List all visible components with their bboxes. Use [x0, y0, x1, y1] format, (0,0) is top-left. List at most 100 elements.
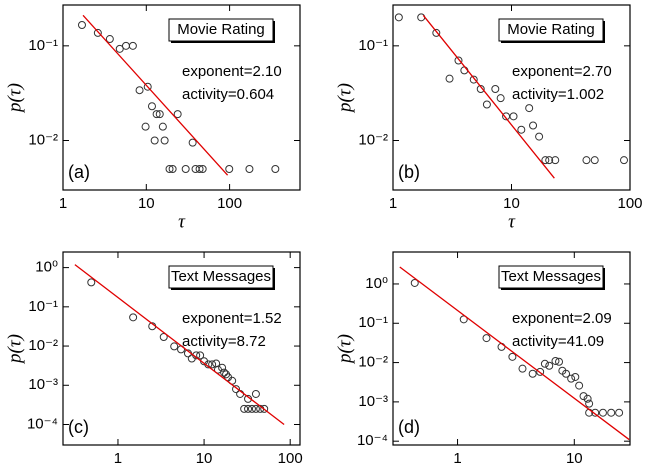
data-point — [518, 364, 527, 373]
annotation: exponent=2.10 — [182, 63, 282, 80]
annotation: activity=41.09 — [512, 333, 604, 350]
data-point — [251, 389, 260, 398]
data-point — [129, 313, 138, 322]
data-point — [567, 374, 576, 383]
panel: 1 10 100 10⁻² 10⁻¹ Movie Rating exponent=2.70 a… — [334, 4, 643, 232]
data-point — [528, 369, 537, 378]
data-point — [159, 333, 168, 342]
data-point — [208, 360, 217, 369]
data-point — [394, 13, 403, 22]
data-point — [244, 404, 253, 413]
data-point — [496, 94, 505, 103]
data-point — [540, 359, 549, 368]
data-point — [260, 404, 269, 413]
data-point — [582, 156, 591, 165]
x-axis-label: τ — [508, 211, 516, 232]
x-axis-label: τ — [178, 466, 186, 472]
panel-label: (d) — [398, 417, 420, 437]
box-label: Movie Rating — [507, 21, 595, 38]
y-tick-label: 10⁰ — [365, 275, 388, 292]
y-tick-label: 10⁻⁴ — [27, 415, 58, 432]
box-label: Movie Rating — [177, 21, 265, 38]
y-tick-label: 10⁻¹ — [28, 37, 58, 54]
data-point — [147, 102, 156, 111]
y-tick-label: 10⁰ — [35, 259, 58, 276]
x-tick-label: 10 — [138, 195, 155, 212]
data-point — [551, 156, 560, 165]
data-point — [141, 122, 150, 131]
x-tick-label: 1 — [453, 450, 461, 467]
data-point — [240, 404, 249, 413]
box-label: Text Messages — [501, 268, 601, 285]
x-tick-label: 10 — [196, 450, 213, 467]
data-point — [551, 356, 560, 365]
data-point — [225, 164, 234, 173]
data-point — [152, 110, 161, 119]
data-point — [198, 164, 207, 173]
y-tick-label: 10⁻³ — [358, 393, 388, 410]
y-tick-label: 10⁻² — [28, 337, 58, 354]
annotation: activity=1.002 — [512, 86, 604, 103]
y-axis-label: p(τ) — [4, 83, 25, 114]
data-point — [417, 13, 426, 22]
data-point — [121, 41, 130, 50]
legend-box — [498, 18, 604, 42]
annotation: exponent=1.52 — [182, 310, 282, 327]
x-axis-label: τ — [508, 466, 516, 472]
data-point — [195, 164, 204, 173]
panel: 1 10 10⁻⁴ 10⁻³ 10⁻² 10⁻¹ 10⁰ Text Messages expon… — [334, 251, 631, 472]
data-point — [128, 41, 137, 50]
data-point — [143, 82, 152, 91]
data-point — [469, 75, 478, 84]
legend-box — [168, 18, 274, 42]
data-point — [541, 156, 550, 165]
data-point — [454, 56, 463, 65]
data-point — [105, 35, 114, 44]
x-tick-label: 10 — [566, 450, 583, 467]
data-point — [87, 278, 96, 287]
data-point — [168, 164, 177, 173]
data-point — [115, 44, 124, 53]
panel-label: (b) — [398, 162, 420, 182]
panel: 1 10 100 10⁻² 10⁻¹ Movie Rating exponent=2.10 a… — [4, 4, 301, 232]
data-point — [575, 381, 584, 390]
data-point — [158, 122, 167, 131]
data-point — [583, 394, 592, 403]
data-point — [525, 104, 534, 113]
plot-frame — [62, 251, 301, 446]
data-point — [591, 408, 600, 417]
data-point — [173, 110, 182, 119]
x-tick-label: 10 — [503, 195, 520, 212]
panel: 1 10 100 10⁻⁴ 10⁻³ 10⁻² 10⁻¹ 10⁰ Text Messages ex… — [4, 251, 303, 472]
data-point — [220, 368, 229, 377]
fit-line — [74, 264, 285, 426]
y-tick-label: 10⁻⁴ — [357, 432, 388, 449]
data-point — [181, 164, 190, 173]
x-tick-label: 100 — [278, 450, 303, 467]
data-point — [585, 399, 594, 408]
data-point — [607, 408, 616, 417]
plot-frame — [392, 251, 631, 446]
data-point — [482, 334, 491, 343]
data-point — [620, 156, 629, 165]
data-point — [535, 132, 544, 141]
data-point — [150, 136, 159, 145]
data-point — [245, 164, 254, 173]
data-point — [476, 84, 485, 93]
data-point — [508, 352, 517, 361]
y-axis-label: p(τ) — [334, 83, 355, 114]
y-tick-label: 10⁻² — [358, 354, 388, 371]
annotation: exponent=2.70 — [512, 63, 612, 80]
y-tick-label: 10⁻³ — [28, 376, 58, 393]
data-point — [517, 125, 526, 134]
data-point — [135, 86, 144, 95]
data-point — [590, 156, 599, 165]
data-point — [251, 404, 260, 413]
plot-frame — [62, 4, 301, 191]
data-point — [160, 136, 169, 145]
y-axis-label: p(τ) — [334, 334, 355, 365]
data-point — [555, 357, 564, 366]
data-point — [529, 121, 538, 130]
fit-line — [399, 266, 630, 441]
